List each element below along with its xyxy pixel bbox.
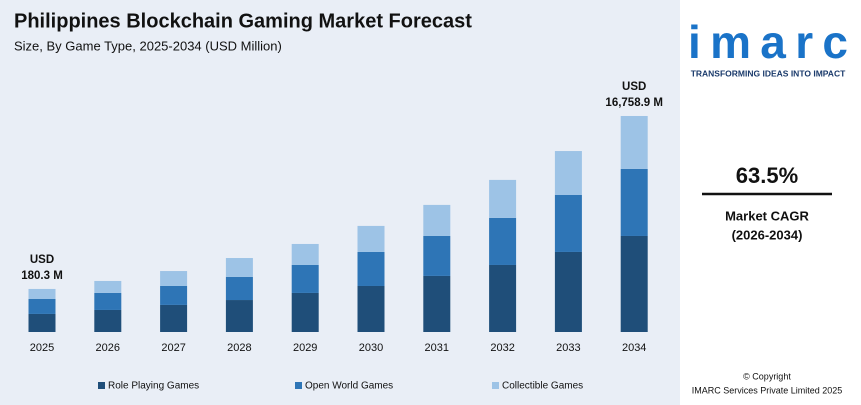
x-tick-label: 2034 [622, 342, 646, 354]
legend-label: Open World Games [305, 381, 393, 392]
annotation: 16,758.9 M [605, 97, 663, 109]
annotation: USD [30, 254, 54, 266]
bar-segment [225, 258, 253, 277]
bar-segment [28, 313, 56, 332]
x-tick-label: 2025 [30, 342, 54, 354]
chart-subtitle: Size, By Game Type, 2025-2034 (USD Milli… [14, 38, 282, 53]
bar-segment [554, 194, 582, 252]
x-tick-label: 2030 [359, 342, 383, 354]
legend-label: Collectible Games [502, 381, 583, 392]
x-tick-label: 2031 [425, 342, 449, 354]
x-tick-label: 2033 [556, 342, 580, 354]
bar-segment [423, 204, 451, 236]
bar-segment [94, 292, 122, 310]
legend-swatch [98, 382, 105, 389]
copyright: IMARC Services Private Limited 2025 [692, 385, 843, 395]
bar-segment [554, 251, 582, 332]
bar-segment [225, 276, 253, 301]
legend-label: Role Playing Games [108, 381, 199, 392]
side-panel [680, 0, 861, 405]
bar-segment [489, 217, 517, 265]
bar-segment [357, 285, 385, 332]
bar-segment [28, 288, 56, 300]
bar-segment [620, 235, 648, 332]
bar-segment [291, 292, 319, 332]
legend-swatch [492, 382, 499, 389]
bar-segment [620, 115, 648, 169]
bar-segment [28, 299, 56, 314]
copyright: © Copyright [743, 371, 791, 381]
logo-tagline: TRANSFORMING IDEAS INTO IMPACT [691, 68, 846, 78]
bar-segment [225, 300, 253, 332]
bar-segment [489, 264, 517, 332]
cagr-label: Market CAGR [725, 208, 809, 223]
bar-segment [291, 243, 319, 265]
x-tick-label: 2026 [96, 342, 120, 354]
bar-segment [160, 285, 188, 305]
annotation: 180.3 M [21, 270, 63, 282]
cagr-value: 63.5% [736, 163, 798, 188]
bar-segment [423, 235, 451, 276]
x-tick-label: 2032 [490, 342, 514, 354]
logo: imarc [688, 16, 848, 68]
bar-segment [357, 225, 385, 252]
bar-segment [94, 280, 122, 293]
bar-segment [357, 251, 385, 286]
bar-segment [423, 275, 451, 332]
x-tick-label: 2028 [227, 342, 251, 354]
legend-swatch [295, 382, 302, 389]
bar-segment [160, 271, 188, 286]
bar-segment [160, 304, 188, 332]
bar-segment [489, 179, 517, 218]
bar-segment [291, 264, 319, 293]
bar-segment [554, 151, 582, 195]
x-tick-label: 2027 [161, 342, 185, 354]
x-tick-label: 2029 [293, 342, 317, 354]
bar-segment [620, 168, 648, 236]
annotation: USD [622, 81, 646, 93]
chart-title: Philippines Blockchain Gaming Market For… [14, 10, 472, 32]
bar-segment [94, 309, 122, 332]
cagr-period: (2026-2034) [732, 227, 803, 242]
